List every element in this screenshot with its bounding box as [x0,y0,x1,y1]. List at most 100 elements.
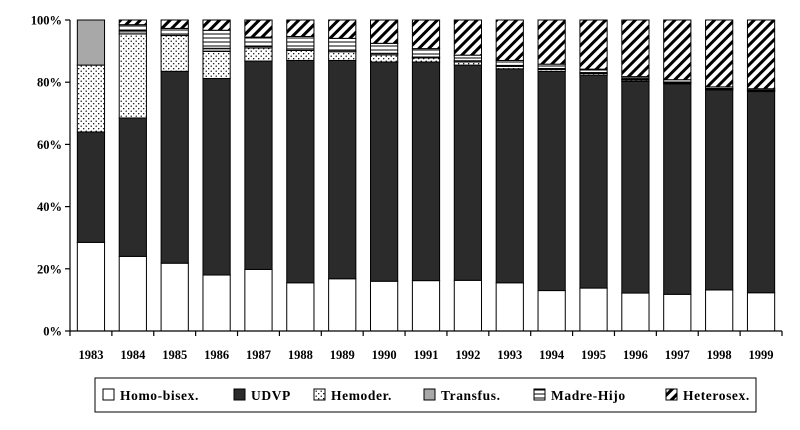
bar-segment-hemoder [286,49,315,61]
y-axis: 0% 20% 40% 60% 80% 100% [31,14,71,339]
legend-swatch [102,388,115,401]
bar-segment-homo-bisex [118,255,147,332]
x-tick-label: 1993 [497,348,522,362]
x-tick-label: 1997 [665,348,690,362]
legend-item-hemoder: Hemoder. [313,388,391,403]
bar-segment-udvp [537,70,566,292]
x-tick-label: 1991 [414,348,439,362]
bar-segment-hemoder [244,47,273,62]
bar-segment-homo-bisex [370,280,399,332]
legend-box [94,377,757,413]
bar-segment-madre-hijo [286,35,315,50]
bar-segment-madre-hijo [370,42,399,54]
bar-segment-homo-bisex [411,280,441,332]
bar-segment-heterosex [118,19,147,26]
bar-segment-madre-hijo [411,48,441,58]
bar-1991 [411,19,441,332]
bar-segment-heterosex [579,19,608,70]
bar-segment-homo-bisex [579,287,608,332]
bar-segment-heterosex [621,19,650,78]
y-tick-label: 40% [37,200,62,214]
bar-segment-heterosex [328,19,357,39]
x-tick-label: 1985 [162,348,187,362]
x-tick-label: 1987 [246,348,271,362]
x-tick-label: 1988 [288,348,313,362]
bar-segment-heterosex [453,19,482,56]
bar-segment-madre-hijo [537,63,566,70]
bar-segment-heterosex [537,19,566,65]
legend-swatch [313,388,326,401]
bar-segment-udvp [579,74,608,289]
x-tick-label: 1998 [707,348,732,362]
bar-segment-madre-hijo [118,24,147,32]
bar-segment-homo-bisex [244,268,273,332]
bar-segment-heterosex [746,19,776,90]
bar-segment-homo-bisex [705,289,734,332]
bar-segment-heterosex [495,19,524,61]
bar-segment-madre-hijo [244,36,273,47]
legend-item-homo-bisex: Homo-bisex. [102,388,199,403]
legend-item-transfus: Transfus. [423,388,501,403]
bar-segment-homo-bisex [495,282,524,332]
bar-1994 [537,19,566,332]
bar-segment-madre-hijo [495,59,524,66]
bar-segment-homo-bisex [746,292,776,332]
bar-segment-udvp [244,60,273,270]
legend-label: Madre-Hijo [551,388,626,403]
bar-1993 [495,19,524,332]
bar-segment-hemoder [411,57,441,63]
bar-segment-udvp [663,83,692,295]
bar-segment-homo-bisex [328,278,357,332]
bar-segment-homo-bisex [621,292,650,332]
bar-segment-udvp [621,80,650,294]
x-tick-label: 1992 [455,348,480,362]
legend-swatch [665,388,678,401]
legend-item-madre-hijo: Madre-Hijo [533,388,626,403]
bar-1999 [746,19,776,332]
bar-segment-madre-hijo [453,54,482,62]
bar-segment-homo-bisex [663,293,692,332]
bar-segment-homo-bisex [453,279,482,332]
bar-segment-heterosex [411,19,441,50]
bar-segment-heterosex [370,19,399,44]
bar-segment-udvp [705,89,734,291]
bar-segment-hemoder [76,64,106,133]
bar-1997 [663,19,692,332]
bar-1989 [328,19,357,332]
bar-segment-homo-bisex [76,241,106,332]
bar-1986 [202,19,231,332]
y-tick-label: 80% [37,76,62,90]
bar-1988 [286,19,315,332]
bar-segment-hemoder [328,51,357,61]
bar-1996 [621,19,650,332]
bar-segment-heterosex [202,19,231,31]
bar-segment-transfus [76,19,106,66]
bar-segment-heterosex [286,19,315,37]
legend-item-udvp: UDVP [233,388,290,403]
bar-segment-udvp [202,77,231,276]
legend-label: Transfus. [441,388,501,403]
bar-segment-homo-bisex [160,262,189,332]
bar-1995 [579,19,608,332]
legend-swatch [533,388,546,401]
bar-segment-heterosex [663,19,692,81]
bar-segment-udvp [328,59,357,280]
bar-1992 [453,19,482,332]
x-tick-label: 1984 [120,348,146,362]
bar-1990 [370,19,399,332]
bar-1984 [118,19,147,332]
bar-segment-madre-hijo [202,29,231,49]
bar-segment-homo-bisex [202,274,231,332]
bar-1983 [76,19,106,332]
bars [76,19,776,332]
legend-label: Heterosex. [683,388,750,403]
bar-segment-heterosex [705,19,734,88]
x-tick-label: 1990 [372,348,397,362]
legend-label: Homo-bisex. [120,388,199,403]
y-tick-label: 60% [37,138,62,152]
bar-1998 [705,19,734,332]
bar-segment-udvp [160,70,189,264]
bar-segment-madre-hijo [328,37,357,51]
